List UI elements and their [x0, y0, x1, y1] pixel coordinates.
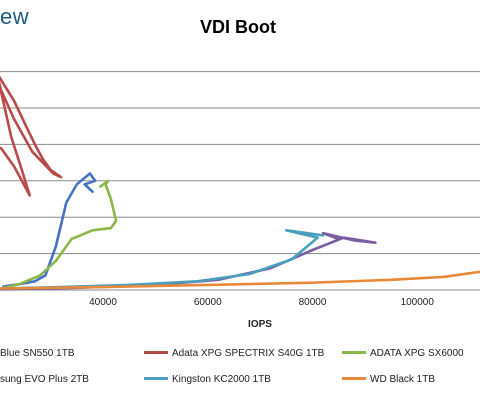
chart-title: VDI Boot [200, 17, 276, 37]
series-line-4 [0, 229, 325, 290]
legend-item-3: sung EVO Plus 2TB [0, 374, 89, 385]
legend-item-1: Adata XPG SPECTRIX S40G 1TB [144, 348, 325, 359]
series-layer [0, 75, 480, 291]
legend-label-4: Kingston KC2000 1TB [172, 374, 271, 385]
series-line-1 [0, 75, 63, 197]
x-tick-label-1: 60000 [194, 297, 222, 308]
legend-label-0: Blue SN550 1TB [0, 348, 75, 359]
x-axis-label: IOPS [248, 319, 272, 330]
series-line-5 [0, 270, 480, 290]
x-tick-label-2: 80000 [299, 297, 327, 308]
brand-logo-text: ew [0, 4, 30, 29]
series-line-0 [2, 172, 97, 288]
legend-label-5: WD Black 1TB [370, 374, 435, 385]
legend-item-2: ADATA XPG SX6000 [342, 348, 464, 359]
gridlines [0, 71, 480, 291]
series-line-2 [0, 179, 118, 290]
x-tick-label-0: 40000 [89, 297, 117, 308]
legend: Blue SN550 1TB Adata XPG SPECTRIX S40G 1T… [0, 348, 464, 385]
legend-item-4: Kingston KC2000 1TB [144, 374, 271, 385]
x-tick-labels: 40000 60000 80000 100000 [89, 297, 434, 308]
legend-label-3: sung EVO Plus 2TB [0, 374, 89, 385]
legend-item-5: WD Black 1TB [342, 374, 435, 385]
legend-label-1: Adata XPG SPECTRIX S40G 1TB [172, 348, 325, 359]
legend-label-2: ADATA XPG SX6000 [370, 348, 464, 359]
legend-item-0: Blue SN550 1TB [0, 348, 75, 359]
x-tick-label-3: 100000 [401, 297, 435, 308]
